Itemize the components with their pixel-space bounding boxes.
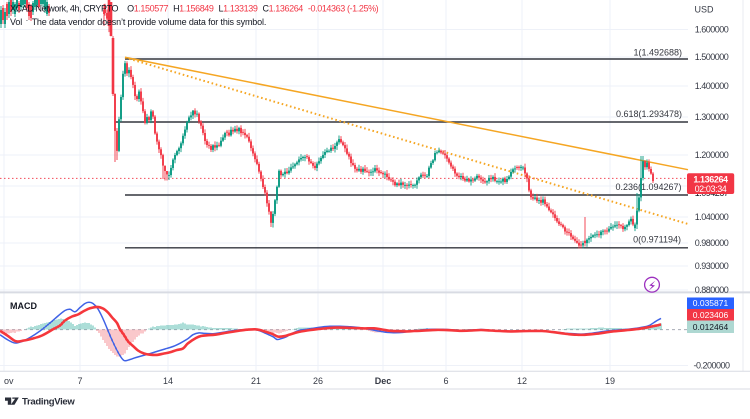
svg-text:ov: ov bbox=[4, 376, 14, 386]
svg-text:26: 26 bbox=[313, 376, 323, 386]
svg-text:1.600000: 1.600000 bbox=[695, 25, 729, 35]
svg-text:Vol·The data vendor doesn’t pr: Vol · The data vendor doesn’t provide volu… bbox=[10, 16, 266, 27]
svg-text:TradingView: TradingView bbox=[22, 397, 75, 408]
svg-text:0.880000: 0.880000 bbox=[695, 285, 729, 295]
svg-text:1.136264: 1.136264 bbox=[693, 175, 728, 185]
svg-text:6: 6 bbox=[443, 376, 448, 386]
svg-text:0.035871: 0.035871 bbox=[693, 298, 729, 308]
svg-text:0.618(1.293478): 0.618(1.293478) bbox=[616, 109, 682, 119]
svg-text:7: 7 bbox=[77, 376, 82, 386]
svg-text:0.023406: 0.023406 bbox=[693, 310, 729, 320]
svg-text:19: 19 bbox=[605, 376, 615, 386]
svg-text:12: 12 bbox=[517, 376, 527, 386]
svg-text:-0.200000: -0.200000 bbox=[693, 361, 730, 371]
svg-text:1.400000: 1.400000 bbox=[695, 81, 729, 91]
svg-text:0.980000: 0.980000 bbox=[695, 238, 729, 248]
svg-text:Dec: Dec bbox=[375, 376, 392, 386]
svg-text:1.200000: 1.200000 bbox=[695, 150, 729, 160]
svg-text:0.930000: 0.930000 bbox=[695, 261, 729, 271]
svg-text:USD: USD bbox=[695, 5, 715, 15]
svg-text:1.500000: 1.500000 bbox=[695, 52, 729, 62]
svg-text:0(0.971194): 0(0.971194) bbox=[633, 235, 681, 245]
svg-text:02:03:34: 02:03:34 bbox=[695, 184, 727, 194]
svg-text:14: 14 bbox=[163, 376, 173, 386]
svg-text:MACD: MACD bbox=[10, 301, 37, 311]
svg-text:1(1.492688): 1(1.492688) bbox=[633, 47, 682, 57]
svg-text:1.300000: 1.300000 bbox=[695, 112, 729, 122]
svg-text:0.236(1.094267): 0.236(1.094267) bbox=[615, 182, 681, 192]
svg-text:0.012464: 0.012464 bbox=[693, 322, 729, 332]
svg-text:1.040000: 1.040000 bbox=[695, 212, 729, 222]
svg-text:21: 21 bbox=[251, 376, 261, 386]
